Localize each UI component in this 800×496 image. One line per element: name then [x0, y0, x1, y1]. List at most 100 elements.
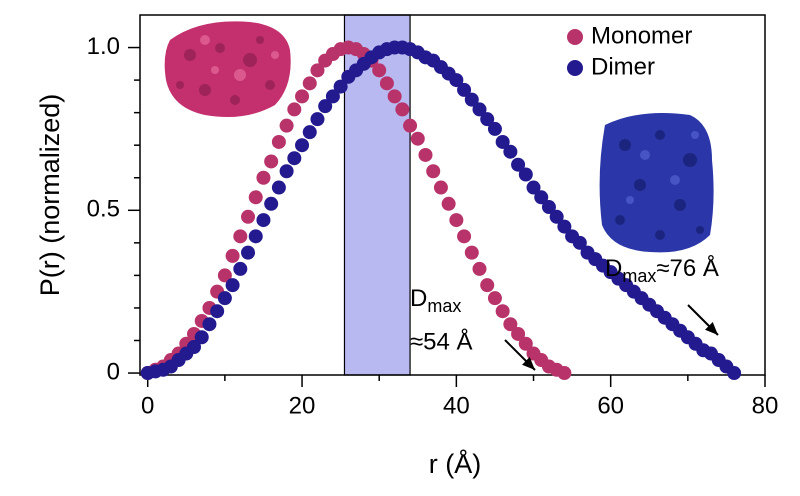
marker — [287, 151, 302, 166]
marker — [457, 229, 472, 244]
marker — [333, 79, 348, 94]
marker — [279, 118, 294, 133]
marker — [487, 291, 502, 306]
marker — [472, 261, 487, 276]
marker — [572, 235, 587, 250]
marker — [503, 144, 518, 159]
marker — [410, 131, 425, 146]
dimer-structure — [599, 112, 714, 253]
marker — [302, 125, 317, 140]
marker — [387, 89, 402, 104]
marker — [325, 89, 340, 104]
legend-marker — [567, 29, 583, 45]
annotation-text: D — [410, 285, 427, 312]
marker — [287, 102, 302, 117]
marker — [225, 278, 240, 293]
marker — [449, 213, 464, 228]
annotation-text2: ≈54 Å — [410, 327, 473, 355]
marker — [557, 219, 572, 234]
annotation: Dmax≈76 Å — [605, 254, 719, 285]
marker — [217, 291, 232, 306]
marker — [480, 278, 495, 293]
marker — [310, 63, 325, 78]
monomer-structure — [164, 21, 291, 118]
marker — [534, 190, 549, 205]
marker — [457, 82, 472, 97]
marker — [464, 245, 479, 260]
marker — [256, 213, 271, 228]
marker — [557, 366, 572, 381]
annotation-text2: ≈76 Å — [656, 254, 719, 282]
marker — [418, 147, 433, 162]
marker — [187, 340, 202, 355]
marker — [518, 336, 533, 351]
marker — [248, 190, 263, 205]
marker — [487, 121, 502, 136]
marker — [271, 180, 286, 195]
legend-label: Dimer — [591, 53, 655, 80]
marker — [241, 209, 256, 224]
x-tick-label: 0 — [141, 392, 154, 419]
marker — [395, 102, 410, 117]
marker — [256, 170, 271, 185]
annotation-sub: max — [622, 266, 656, 286]
marker — [210, 304, 225, 319]
marker — [727, 366, 742, 381]
x-tick-label: 80 — [752, 392, 779, 419]
y-axis-label: P(r) (normalized) — [35, 94, 65, 297]
marker — [518, 167, 533, 182]
marker — [217, 268, 232, 283]
marker — [310, 112, 325, 127]
marker — [511, 326, 526, 341]
marker — [511, 157, 526, 172]
marker — [295, 89, 310, 104]
marker — [441, 196, 456, 211]
annotation: Dmax — [410, 285, 461, 315]
marker — [233, 261, 248, 276]
x-tick-label: 20 — [289, 392, 316, 419]
marker — [379, 76, 394, 91]
plot-frame — [139, 14, 766, 376]
marker — [248, 229, 263, 244]
series-markers — [140, 40, 742, 381]
marker — [449, 73, 464, 88]
marker — [202, 317, 217, 332]
marker — [426, 164, 441, 179]
legend-marker — [567, 60, 583, 76]
marker — [194, 330, 209, 345]
marker — [403, 118, 418, 133]
marker — [233, 229, 248, 244]
marker — [295, 138, 310, 153]
marker — [503, 317, 518, 332]
y-tick-label: 1.0 — [87, 33, 120, 60]
marker — [464, 92, 479, 107]
marker — [271, 134, 286, 149]
annotation-arrowhead — [705, 322, 718, 335]
x-tick-label: 40 — [443, 392, 470, 419]
annotation-sub: max — [427, 296, 461, 316]
marker — [541, 200, 556, 215]
y-tick-label: 0.5 — [87, 196, 120, 223]
marker — [225, 248, 240, 263]
marker — [433, 180, 448, 195]
marker — [302, 76, 317, 91]
marker — [480, 112, 495, 127]
x-tick-label: 60 — [597, 392, 624, 419]
marker — [495, 304, 510, 319]
x-axis-label: r (Å) — [429, 448, 481, 479]
marker — [372, 63, 387, 78]
marker — [279, 164, 294, 179]
annotation-arrowhead — [522, 357, 535, 370]
marker — [264, 196, 279, 211]
marker — [264, 154, 279, 169]
legend-label: Monomer — [591, 22, 692, 49]
marker — [318, 99, 333, 114]
marker — [472, 102, 487, 117]
marker — [495, 134, 510, 149]
marker — [526, 180, 541, 195]
marker — [241, 245, 256, 260]
marker — [549, 209, 564, 224]
y-tick-label: 0 — [107, 358, 120, 385]
annotation-text: D — [605, 255, 622, 282]
